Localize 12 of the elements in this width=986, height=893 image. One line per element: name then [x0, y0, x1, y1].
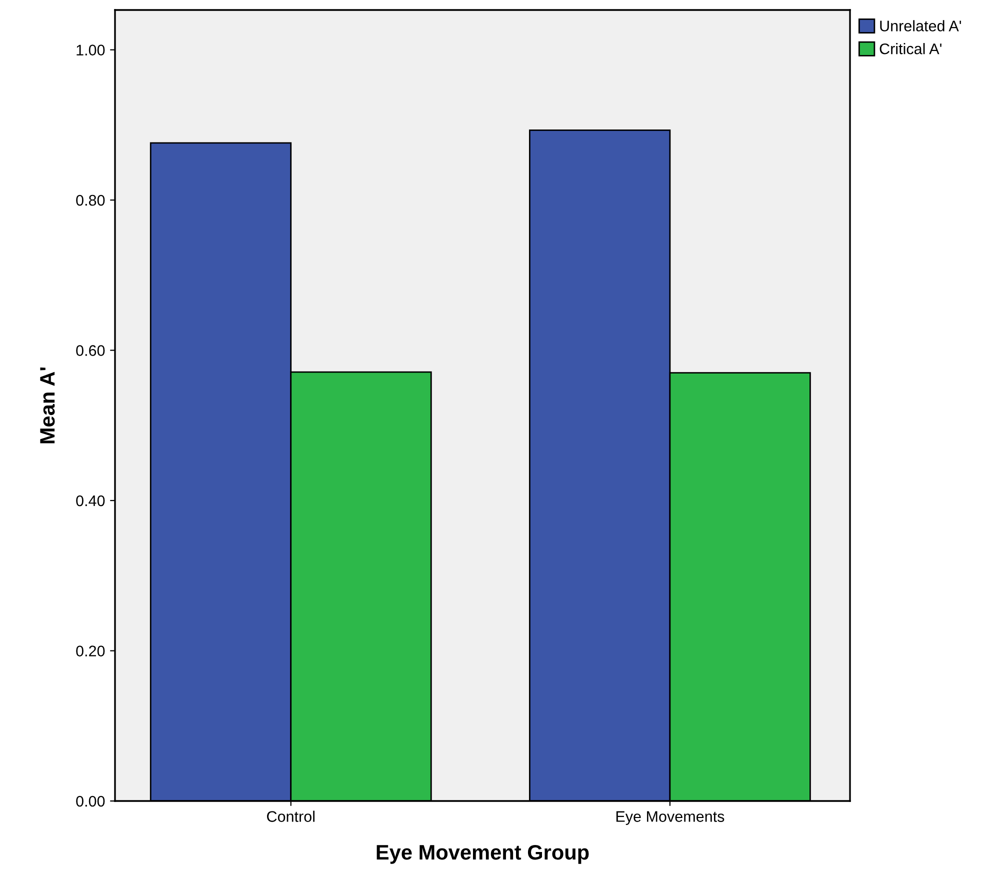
y-tick-label: 0.20	[76, 646, 105, 656]
x-axis-title: Eye Movement Group	[376, 844, 589, 864]
x-tick-label: Control	[267, 810, 314, 822]
y-tick-label: 0.00	[76, 796, 105, 807]
y-axis-title: Mean A'	[40, 367, 55, 444]
y-tick-label: 1.00	[76, 44, 105, 56]
y-tick-label: 0.80	[76, 194, 105, 206]
legend-label: Critical A'	[880, 43, 942, 54]
y-tick-label: 0.40	[76, 495, 105, 506]
legend-label: Unrelated A'	[880, 20, 962, 32]
x-tick-label: Eye Movements	[616, 811, 724, 825]
y-tick-label: 0.60	[76, 345, 105, 356]
